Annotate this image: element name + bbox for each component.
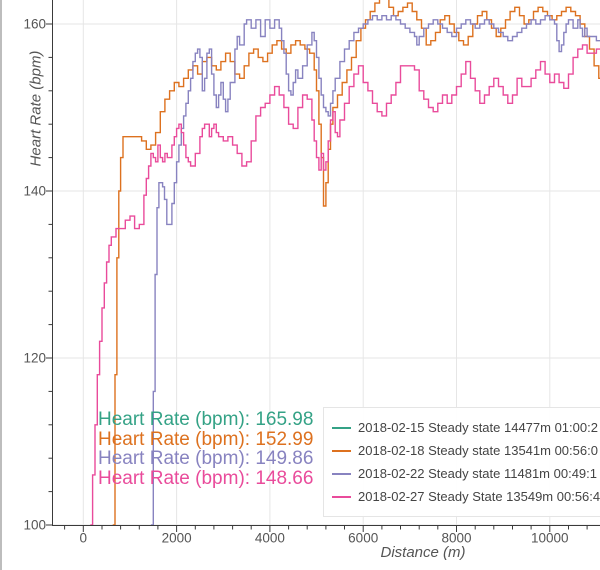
y-axis-title: Heart Rate (bpm) bbox=[27, 50, 45, 167]
legend-line-swatch bbox=[332, 449, 351, 452]
legend-item-2[interactable]: 2018-02-18 Steady state 13541m 00:56:0 bbox=[332, 439, 600, 462]
svg-text:8000: 8000 bbox=[441, 531, 471, 546]
legend-label: 2018-02-27 Steady State 13549m 00:56:4 bbox=[358, 489, 600, 504]
legend-line-swatch bbox=[332, 472, 351, 475]
svg-text:160: 160 bbox=[23, 17, 46, 32]
hover-value-series-4: Heart Rate (bpm): 148.66 bbox=[98, 467, 314, 489]
legend: 2018-02-15 Steady state 14477m 01:00:2 2… bbox=[323, 407, 600, 517]
legend-item-4[interactable]: 2018-02-27 Steady State 13549m 00:56:4 bbox=[332, 485, 600, 508]
hover-value-series-2: Heart Rate (bpm): 152.99 bbox=[98, 428, 314, 450]
legend-item-1[interactable]: 2018-02-15 Steady state 14477m 01:00:2 bbox=[332, 416, 600, 439]
svg-text:10000: 10000 bbox=[531, 531, 569, 546]
legend-label: 2018-02-22 Steady state 11481m 00:49:1 bbox=[358, 466, 597, 481]
svg-text:6000: 6000 bbox=[348, 531, 378, 546]
svg-text:120: 120 bbox=[23, 351, 46, 366]
svg-text:100: 100 bbox=[23, 518, 46, 533]
hover-readout: Heart Rate (bpm): 165.98 Heart Rate (bpm… bbox=[98, 410, 313, 488]
legend-item-3[interactable]: 2018-02-22 Steady state 11481m 00:49:1 bbox=[332, 462, 600, 485]
hover-value-series-3: Heart Rate (bpm): 149.86 bbox=[98, 448, 314, 469]
legend-line-swatch bbox=[332, 426, 351, 429]
x-axis-title: Distance (m) bbox=[380, 544, 466, 561]
svg-text:4000: 4000 bbox=[255, 531, 285, 546]
svg-text:140: 140 bbox=[23, 184, 46, 199]
legend-line-swatch bbox=[332, 495, 351, 498]
hover-value-series-1: Heart Rate (bpm): 165.98 bbox=[98, 409, 314, 430]
legend-label: 2018-02-18 Steady state 13541m 00:56:0 bbox=[358, 443, 598, 458]
svg-text:2000: 2000 bbox=[162, 531, 192, 546]
left-border bbox=[0, 0, 2, 570]
legend-label: 2018-02-15 Steady state 14477m 01:00:2 bbox=[358, 420, 598, 435]
svg-text:0: 0 bbox=[80, 531, 88, 546]
